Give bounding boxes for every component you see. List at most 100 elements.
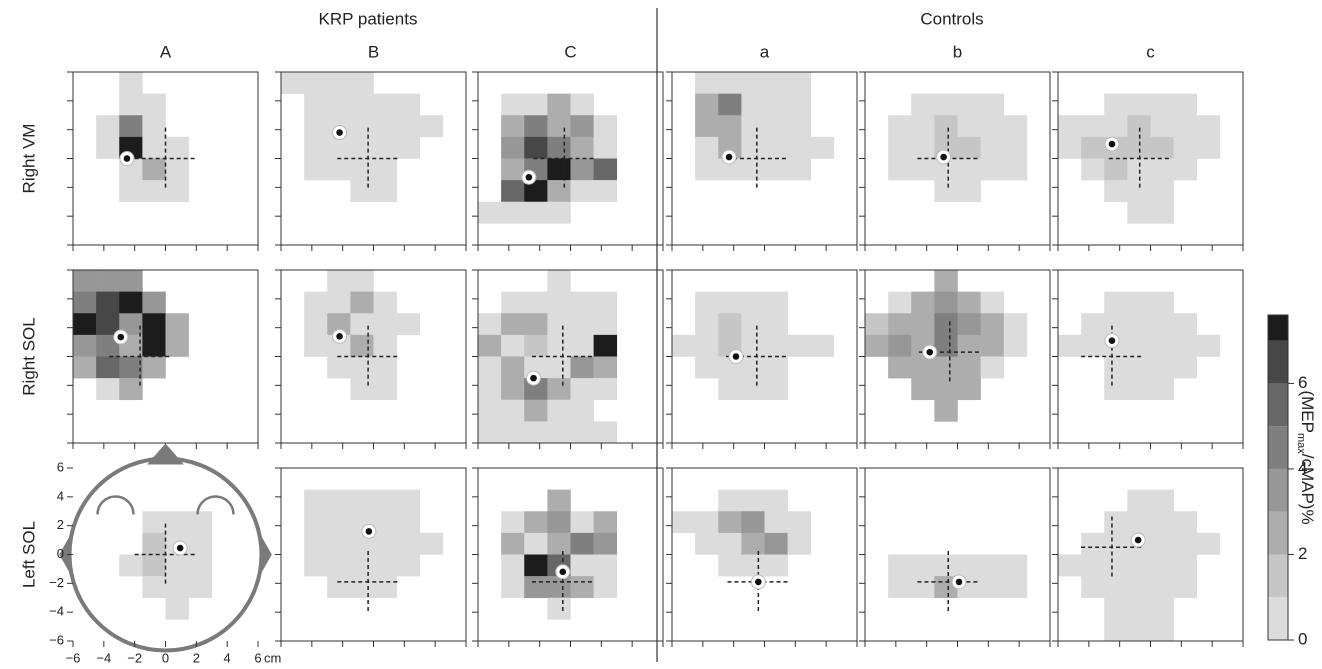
colorbar-tick-label: 0 (1298, 629, 1307, 648)
heat-cell (304, 511, 328, 534)
heat-cell (741, 72, 765, 94)
heat-cell (73, 313, 97, 336)
heat-cell (304, 115, 328, 138)
heat-cell (741, 356, 765, 379)
heat-cell (350, 291, 374, 314)
cog-dot (123, 155, 131, 162)
heat-cell (524, 313, 548, 336)
heat-cell (764, 511, 788, 534)
heat-cell (787, 158, 812, 181)
heat-cell (810, 334, 835, 357)
heat-cell (396, 554, 421, 577)
heat-cell (1127, 576, 1151, 599)
heat-cell (593, 554, 618, 577)
heat-cell (593, 158, 618, 181)
heat-cell (764, 532, 788, 555)
heat-cell (501, 378, 525, 401)
x-tick-label: 6 (254, 650, 261, 665)
heat-cell (350, 72, 374, 94)
heat-cell (373, 313, 397, 336)
heat-cell (350, 313, 374, 336)
heat-cell (718, 72, 742, 94)
heat-cell (695, 158, 719, 181)
heat-cell (547, 421, 571, 444)
heat-cell (501, 180, 525, 203)
heat-cell (1127, 554, 1151, 577)
heat-cell (1081, 576, 1105, 599)
heat-cell (764, 489, 788, 512)
heat-cell (934, 334, 958, 357)
heat-cell (764, 72, 788, 94)
heat-cell (96, 356, 120, 379)
heat-cell (396, 115, 421, 138)
row-label: Right SOL (19, 317, 38, 395)
cog-dot (530, 374, 537, 382)
heat-cell (911, 115, 935, 138)
heat-cell (741, 93, 765, 116)
heat-cell (934, 356, 958, 379)
heat-cell (695, 334, 719, 357)
colorbar-label-part: /cMAP)% (1298, 454, 1317, 525)
heat-cell (96, 313, 120, 336)
heat-cell (142, 554, 166, 577)
x-unit: cm (264, 650, 281, 665)
heat-cell (741, 115, 765, 138)
heat-cell (1104, 619, 1128, 642)
heat-cell (1127, 158, 1151, 181)
heat-cell (1150, 356, 1174, 379)
heat-cell (373, 511, 397, 534)
x-tick-label: 2 (193, 650, 200, 665)
head-ear (259, 532, 272, 577)
heat-cell (1173, 158, 1198, 181)
heat-cell (865, 313, 889, 336)
heat-cell (547, 597, 571, 620)
heat-cell (741, 489, 765, 512)
heat-cell (304, 136, 328, 159)
heat-cell (524, 93, 548, 116)
column-label: b (953, 42, 962, 61)
heat-cell (165, 334, 189, 357)
head-arc (96, 495, 135, 515)
heat-cell (188, 576, 213, 599)
y-tick-label: 2 (57, 517, 64, 532)
heat-cell (547, 93, 571, 116)
heat-cell (1150, 313, 1174, 336)
heat-cell (350, 334, 374, 357)
heat-cell (478, 399, 502, 422)
heat-cell (957, 180, 981, 203)
heat-cell (419, 532, 444, 555)
heat-cell (764, 334, 788, 357)
heat-cell (281, 72, 305, 94)
heat-cell (524, 576, 548, 599)
heat-cell (304, 158, 328, 181)
heat-cell (396, 489, 421, 512)
heat-cell (119, 93, 143, 116)
heat-cell (888, 554, 912, 577)
colorbar-band (1268, 511, 1288, 555)
heat-cell (888, 158, 912, 181)
heat-cell (570, 421, 594, 444)
heat-cell (547, 115, 571, 138)
heat-cell (1081, 532, 1105, 555)
heat-cell (350, 489, 374, 512)
heat-cell (570, 511, 594, 534)
heat-cell (350, 115, 374, 138)
heat-cell (1150, 291, 1174, 314)
heat-cell (934, 399, 958, 422)
heat-cell (1127, 291, 1151, 314)
heat-cell (1173, 511, 1198, 534)
heat-cell (73, 291, 97, 314)
heat-cell (718, 291, 742, 314)
heat-cell (327, 93, 351, 116)
heat-cell (741, 313, 765, 336)
heat-cell (304, 532, 328, 555)
heat-cell (570, 356, 594, 379)
heat-cell (1003, 158, 1028, 181)
colorbar-tick-label: 4 (1298, 458, 1307, 477)
heat-cell (593, 532, 618, 555)
heat-cell (980, 136, 1005, 159)
heat-cell (695, 93, 719, 116)
heat-cell (501, 115, 525, 138)
heat-cell (547, 291, 571, 314)
x-tick-label: 4 (224, 650, 231, 665)
